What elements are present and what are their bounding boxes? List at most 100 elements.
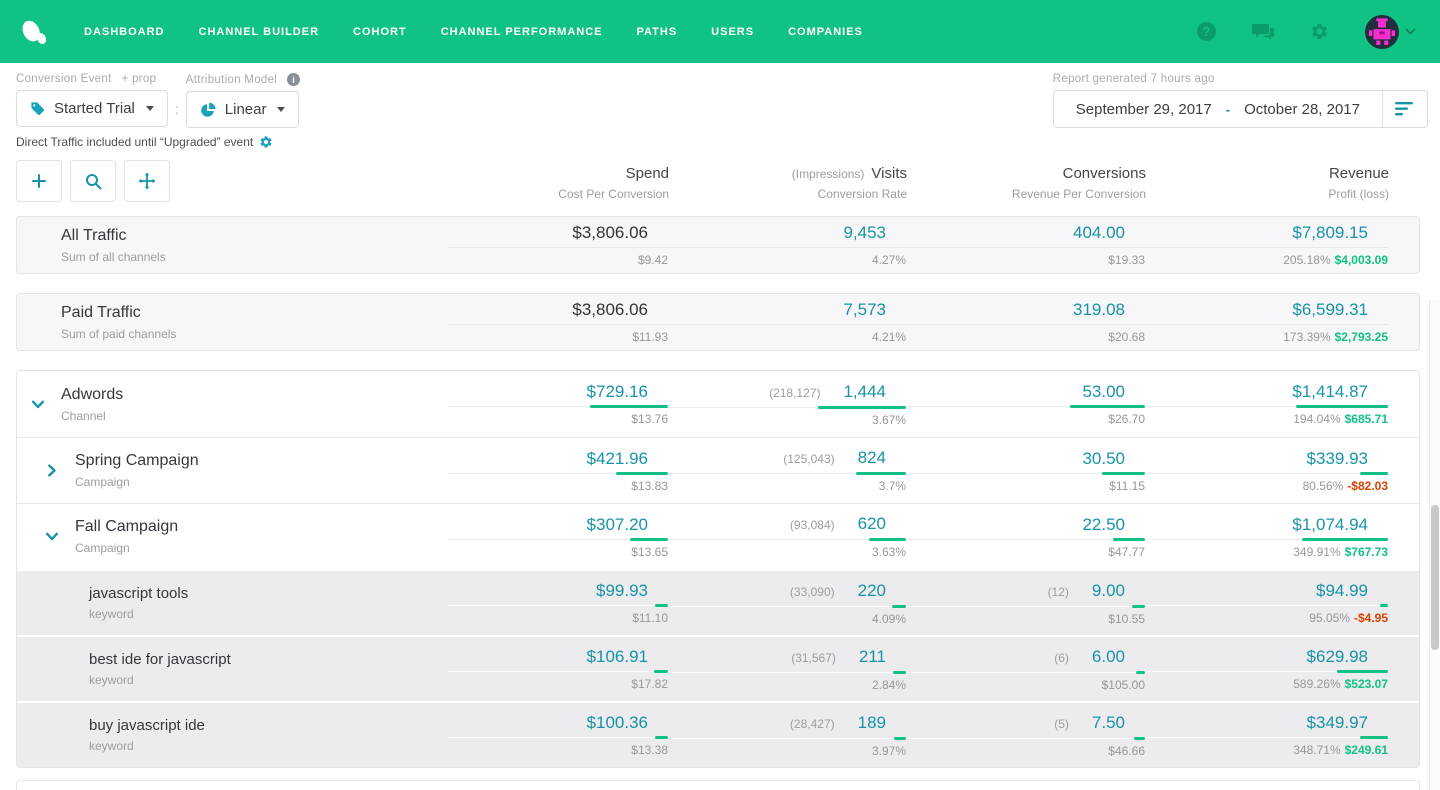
conversions-value[interactable]: 30.50 <box>1066 439 1145 468</box>
table-body: All Traffic Sum of all channels $3,806.0… <box>16 216 1420 790</box>
search-button[interactable] <box>70 160 116 202</box>
revenue-value[interactable]: $339.93 <box>1291 439 1388 468</box>
conversion-event-select[interactable]: Started Trial <box>16 90 168 127</box>
spend-value[interactable]: $307.20 <box>571 505 668 534</box>
spend-value[interactable]: $729.16 <box>571 372 668 401</box>
col-header-conversions[interactable]: Conversions Revenue Per Conversion <box>907 160 1146 201</box>
spend-value[interactable]: $3,806.06 <box>556 216 668 242</box>
expand-chevron-icon[interactable] <box>47 464 75 477</box>
report-options-button[interactable] <box>1383 91 1427 127</box>
spend-value[interactable]: $106.91 <box>571 637 668 666</box>
expand-chevron-icon[interactable] <box>33 398 61 411</box>
conversion-rate-value: 3.7% <box>879 479 906 493</box>
date-range-picker[interactable]: September 29, 2017 - October 28, 2017 <box>1053 90 1428 128</box>
nav-users[interactable]: USERS <box>711 26 754 38</box>
value-bar <box>1145 736 1388 739</box>
visits-value[interactable]: 620 <box>842 504 906 533</box>
conversions-value[interactable]: 319.08 <box>1057 293 1145 319</box>
nav-channel-builder[interactable]: CHANNEL BUILDER <box>199 26 320 38</box>
profit-percent-value: 348.71% <box>1293 743 1340 757</box>
chat-icon[interactable] <box>1252 23 1274 41</box>
spend-value[interactable]: $99.93 <box>580 571 668 600</box>
table-card: Paid Traffic Sum of paid channels $3,806… <box>16 293 1420 351</box>
col-header-visits[interactable]: (Impressions)Visits Conversion Rate <box>669 160 907 201</box>
value-bar <box>668 406 906 409</box>
move-button[interactable] <box>124 160 170 202</box>
value-bar <box>668 538 906 541</box>
help-icon[interactable]: ? <box>1197 22 1216 41</box>
revenue-value[interactable]: $629.98 <box>1291 637 1388 666</box>
row-title[interactable]: Paid Traffic <box>61 304 448 322</box>
expand-chevron-icon[interactable] <box>47 530 75 543</box>
nav-dashboard[interactable]: DASHBOARD <box>84 26 165 38</box>
cost-per-conversion-value: $11.10 <box>632 611 668 625</box>
attribution-model-select[interactable]: Linear <box>186 91 300 128</box>
revenue-value[interactable]: $6,599.31 <box>1276 293 1388 319</box>
revenue-value[interactable]: $349.97 <box>1291 703 1388 732</box>
spend-value[interactable]: $421.96 <box>571 439 668 468</box>
conversions-value[interactable]: 404.00 <box>1057 216 1145 242</box>
chevron-down-icon[interactable] <box>1405 28 1416 35</box>
visits-value[interactable]: 7,573 <box>827 293 906 319</box>
visits-value[interactable]: 824 <box>842 438 906 467</box>
visits-cell: (28,427)189 3.97% <box>668 713 906 758</box>
conversions-value[interactable]: 22.50 <box>1066 505 1145 534</box>
conversion-rate-value: 3.97% <box>872 744 906 758</box>
spend-cell: $100.36 $13.38 <box>448 713 668 757</box>
date-start[interactable]: September 29, 2017 <box>1076 101 1212 118</box>
revenue-value[interactable]: $94.99 <box>1300 571 1388 600</box>
conversions-value[interactable]: 53.00 <box>1066 372 1145 401</box>
row-title[interactable]: best ide for javascript <box>89 651 448 668</box>
spend-value[interactable]: $100.36 <box>571 703 668 732</box>
profit-value: $767.73 <box>1345 545 1388 559</box>
row-title[interactable]: buy javascript ide <box>89 717 448 734</box>
value-bar <box>1145 538 1388 541</box>
conversions-cell: 319.08 $20.68 <box>906 300 1145 344</box>
row-title[interactable]: javascript tools <box>89 585 448 602</box>
nav-cohort[interactable]: COHORT <box>353 26 407 38</box>
visits-value[interactable]: 211 <box>843 637 906 666</box>
scrollbar-thumb[interactable] <box>1431 505 1439 650</box>
attribution-logo[interactable] <box>18 16 50 48</box>
cost-per-conversion-value: $11.93 <box>632 330 668 344</box>
value-bar <box>448 246 668 249</box>
caret-down-icon <box>146 106 154 111</box>
value-bar <box>906 472 1145 475</box>
add-channel-button[interactable] <box>16 160 62 202</box>
col-header-revenue[interactable]: Revenue Profit (loss) <box>1146 160 1389 201</box>
conversions-value[interactable]: 6.00 <box>1076 637 1145 666</box>
spend-cell: $3,806.06 $11.93 <box>448 300 668 344</box>
row-title[interactable]: All Traffic <box>61 227 448 245</box>
date-end[interactable]: October 28, 2017 <box>1244 101 1360 118</box>
value-bar <box>448 323 668 326</box>
nav-companies[interactable]: COMPANIES <box>788 26 863 38</box>
visits-value[interactable]: 220 <box>842 571 906 600</box>
gear-icon[interactable] <box>1310 22 1329 41</box>
nav-channel-performance[interactable]: CHANNEL PERFORMANCE <box>441 26 603 38</box>
revenue-value[interactable]: $7,809.15 <box>1276 216 1388 242</box>
avatar[interactable] <box>1365 15 1399 49</box>
info-icon[interactable]: i <box>287 73 300 86</box>
spend-value[interactable]: $3,806.06 <box>556 293 668 319</box>
conversions-value[interactable]: 7.50 <box>1076 703 1145 732</box>
visits-value[interactable]: 189 <box>842 703 906 732</box>
visits-value[interactable]: 1,444 <box>827 372 906 401</box>
row-title[interactable]: Spring Campaign <box>75 452 448 470</box>
vertical-scrollbar[interactable] <box>1429 300 1440 790</box>
revenue-value[interactable]: $1,074.94 <box>1276 505 1388 534</box>
row-title[interactable]: Fall Campaign <box>75 518 448 536</box>
settings-gear-icon[interactable] <box>259 135 273 149</box>
visits-cell: (218,127)1,444 3.67% <box>668 382 906 427</box>
nav-paths[interactable]: PATHS <box>637 26 678 38</box>
user-menu[interactable] <box>1365 15 1416 49</box>
row-subtitle: Campaign <box>75 475 448 489</box>
conversion-rate-value: 4.27% <box>872 253 906 267</box>
revenue-value[interactable]: $1,414.87 <box>1276 372 1388 401</box>
visits-value[interactable]: 9,453 <box>827 216 906 242</box>
add-prop-link[interactable]: + prop <box>122 73 157 85</box>
row-title[interactable]: Adwords <box>61 386 448 404</box>
conversions-value[interactable]: 9.00 <box>1076 571 1145 600</box>
conversions-cell: (6)6.00 $105.00 <box>906 647 1145 692</box>
col-header-spend[interactable]: Spend Cost Per Conversion <box>449 160 669 201</box>
conversion-rate-value: 3.63% <box>872 545 906 559</box>
